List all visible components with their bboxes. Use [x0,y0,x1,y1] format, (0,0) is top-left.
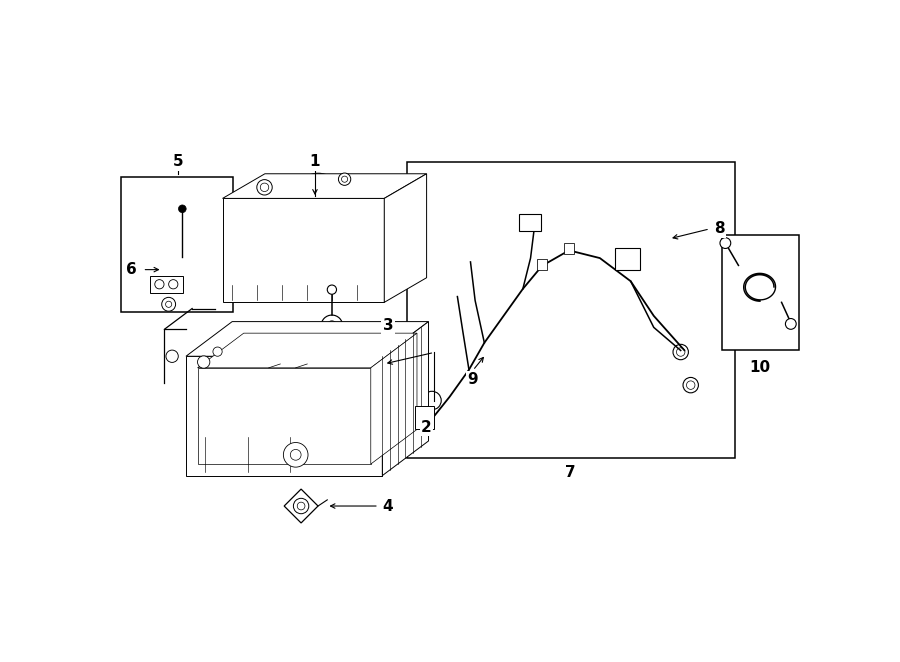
Circle shape [673,344,689,359]
Polygon shape [284,489,318,523]
Bar [408,162,734,458]
Text: 7: 7 [565,465,576,480]
Bar [564,244,573,254]
Circle shape [291,449,302,460]
Circle shape [162,297,176,311]
Bar [616,248,640,269]
Polygon shape [222,199,384,303]
Circle shape [260,183,269,191]
Bar [519,214,541,231]
Text: 5: 5 [173,154,184,169]
Polygon shape [222,173,427,199]
Bar [121,177,232,312]
Text: 8: 8 [714,221,724,236]
Bar [415,406,435,429]
Polygon shape [186,322,428,356]
Circle shape [321,315,343,336]
Circle shape [166,301,172,307]
Circle shape [297,502,305,510]
Circle shape [677,348,685,356]
Bar [722,235,798,350]
Circle shape [293,498,309,514]
Text: 6: 6 [126,262,137,277]
Circle shape [284,442,308,467]
Bar [537,259,546,269]
Text: 2: 2 [421,420,432,435]
Circle shape [341,176,347,182]
Circle shape [328,285,337,295]
Text: 3: 3 [382,318,393,334]
Polygon shape [197,368,371,464]
Polygon shape [371,333,417,464]
Polygon shape [186,356,382,475]
Circle shape [197,356,210,368]
Circle shape [687,381,695,389]
Polygon shape [150,276,183,293]
Text: 1: 1 [310,154,320,169]
Circle shape [683,377,698,393]
Polygon shape [197,333,417,368]
Circle shape [168,279,178,289]
Circle shape [720,238,731,248]
Circle shape [166,350,178,362]
Circle shape [155,279,164,289]
Circle shape [178,205,186,213]
Circle shape [327,321,337,331]
Circle shape [423,391,441,410]
Text: 4: 4 [382,498,393,514]
Circle shape [213,347,222,356]
Circle shape [786,318,796,329]
Text: 9: 9 [467,372,478,387]
Circle shape [256,179,272,195]
Polygon shape [384,173,427,303]
Circle shape [338,173,351,185]
Polygon shape [382,322,428,475]
Text: 10: 10 [750,360,770,375]
